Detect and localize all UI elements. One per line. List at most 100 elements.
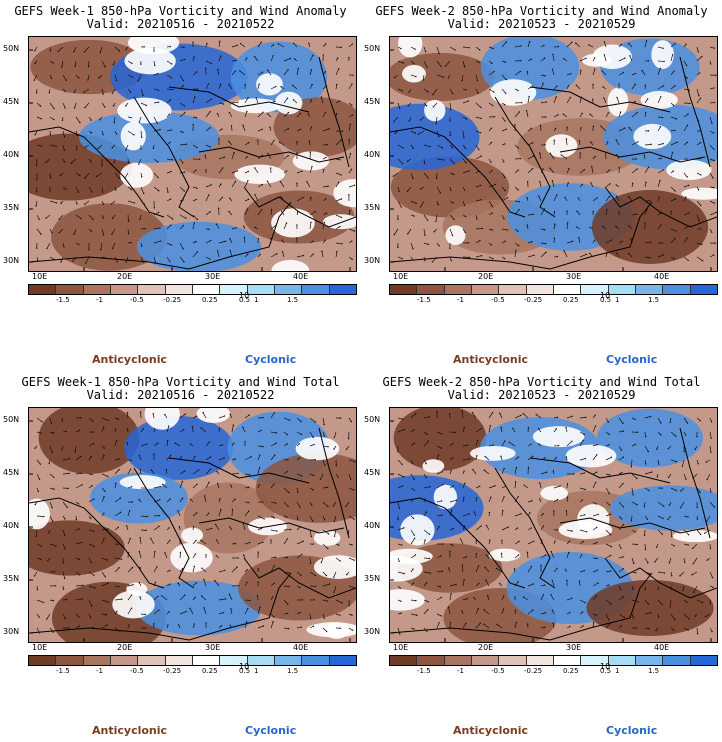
wind-arrow-head [696,518,699,520]
wind-arrow-head [636,477,638,480]
wind-arrow-head [502,509,504,512]
wind-arrow [179,595,186,601]
wind-arrow-head [201,567,203,569]
wind-arrow [270,253,278,258]
wind-arrow-head [311,83,313,86]
wind-arrow [49,200,57,204]
wind-arrow-head [684,561,686,563]
wind-arrow-head [159,128,161,131]
wind-arrow-head [299,506,301,508]
map-field [29,37,356,271]
wind-arrow-head [427,243,430,246]
wind-arrow-head [412,517,415,520]
wind-arrow-head [525,109,528,112]
wind-arrow [296,417,302,422]
wind-arrow-head [584,601,586,604]
wind-arrow-head [236,44,238,47]
colorbar-swatch [302,656,330,665]
wind-arrow-head [555,428,558,430]
lat-label-45n: 45N [3,468,20,477]
wind-arrow-head [450,108,452,111]
wind-arrow [670,116,677,120]
colorbar-swatch [690,285,717,294]
wind-arrow-head [76,149,78,151]
wind-arrow-head [480,427,483,430]
wind-arrow-head [335,112,338,115]
wind-arrow-head [113,122,115,124]
wind-arrow [692,557,698,564]
wind-arrow-head [200,539,202,541]
wind-arrow-head [671,575,673,577]
wind-arrow-head [266,113,269,115]
wind-arrow-head [401,257,403,260]
wind-arrow [693,585,698,593]
wind-arrow [88,557,92,563]
wind-arrow-head [504,189,506,192]
wind-arrow-head [169,141,171,144]
wind-arrow-head [674,129,676,132]
wind-arrow-head [179,539,181,541]
wind-arrow-head [121,598,123,600]
wind-arrow-head [183,58,186,61]
wind-arrow [566,41,573,48]
wind-arrow-head [323,617,326,619]
wind-arrow-head [530,443,532,445]
wind-arrow-head [59,174,62,177]
wind-arrow-head [517,147,519,149]
wind-arrow [579,97,582,104]
wind-arrow-head [673,545,675,547]
lon-label-40e: 40E [293,643,309,652]
wind-arrow-head [138,581,141,584]
wind-arrow-head [608,504,611,506]
wind-arrow-head [412,147,415,150]
wind-arrow-head [518,200,521,203]
wind-arrow-head [196,483,198,486]
panel-valid-dates: Valid: 20210523 - 20210529 [447,388,636,402]
wind-arrow [475,608,479,615]
wind-arrow-head [247,607,249,610]
wind-arrow [229,250,233,258]
wind-arrow-head [182,162,184,164]
wind-arrow-head [248,142,250,144]
wind-arrow-head [440,500,443,502]
wind-arrow-head [209,456,212,458]
wind-arrow-head [130,607,133,609]
wind-arrow-head [210,98,212,101]
wind-arrow-head [144,227,146,230]
wind-arrow [204,495,207,503]
lon-label-30e: 30E [205,643,221,652]
wind-arrow [101,60,106,68]
wind-arrow-head [214,579,216,582]
wind-arrow-head [465,622,467,624]
wind-arrow-head [517,496,519,498]
wind-arrow [101,557,108,561]
wind-arrow-head [185,610,187,613]
wind-arrow [114,627,121,632]
wind-arrow-head [310,69,313,71]
wind-arrow [322,459,326,466]
wind-arrow-head [234,542,237,545]
wind-arrow [550,594,555,601]
wind-arrow [657,501,664,507]
wind-arrow-head [402,147,404,149]
wind-arrow [62,571,66,579]
wind-arrow-head [223,457,225,459]
wind-arrow-head [407,105,409,107]
wind-arrow [540,554,546,559]
wind-arrow-head [682,589,684,592]
wind-arrow [270,501,276,504]
wind-arrow [514,467,517,475]
wind-arrow [475,88,479,94]
wind-arrow-head [413,628,415,630]
wind-arrow-head [55,545,57,547]
wind-arrow [410,200,417,204]
wind-arrow [592,69,596,76]
colorbar-label: 1.5 [287,296,299,304]
wind-arrow-head [321,250,323,253]
wind-arrow-head [178,525,181,528]
wind-arrow-head [452,485,454,487]
wind-arrow [618,430,624,433]
wind-arrow [449,46,456,51]
wind-arrow-head [185,217,187,219]
legend-anticyclonic: Anticyclonic [92,724,168,737]
